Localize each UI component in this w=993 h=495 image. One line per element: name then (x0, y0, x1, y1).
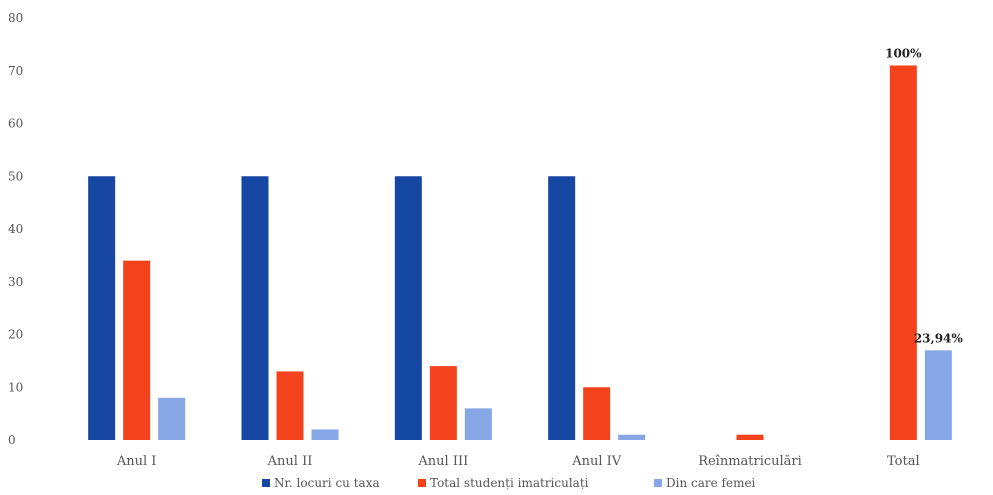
bar-1-3 (394, 176, 422, 440)
y-tick-label: 80 (8, 11, 23, 25)
bar-3-4 (618, 434, 646, 440)
bar-3-1 (158, 397, 186, 440)
bars (88, 65, 952, 440)
x-tick-label: Anul I (116, 454, 157, 469)
bar-3-3 (464, 408, 492, 440)
x-tick-label: Anul III (417, 454, 468, 469)
bar-2-4 (583, 387, 611, 440)
legend-label: Din care femei (666, 476, 756, 490)
bar-1-1 (88, 176, 116, 440)
legend-swatch (654, 479, 662, 487)
y-axis: 0 10 20 30 40 50 60 70 80 (8, 11, 23, 447)
bar-2-2 (276, 371, 304, 440)
data-labels: 100% 23,94% (885, 46, 963, 345)
legend-label: Nr. locuri cu taxa (274, 476, 380, 490)
bar-3-6 (924, 350, 952, 440)
data-label: 23,94% (914, 331, 964, 345)
legend-swatch (418, 479, 426, 487)
y-tick-label: 10 (8, 380, 23, 394)
bar-2-5 (736, 434, 764, 440)
legend-label: Total studenți imatriculați (430, 476, 589, 490)
y-tick-label: 30 (8, 275, 23, 289)
x-tick-label: Total (887, 454, 920, 469)
bar-1-4 (548, 176, 576, 440)
x-tick-label: Anul IV (571, 454, 622, 469)
bar-2-3 (429, 366, 457, 440)
y-tick-label: 40 (8, 222, 23, 236)
x-tick-label: Anul II (267, 454, 313, 469)
bar-1-2 (241, 176, 269, 440)
legend-swatch (262, 479, 270, 487)
bar-3-2 (311, 429, 339, 440)
data-label: 100% (885, 46, 922, 60)
bar-2-1 (123, 260, 151, 440)
y-tick-label: 50 (8, 169, 23, 183)
y-tick-label: 70 (8, 64, 23, 78)
legend: Nr. locuri cu taxa Total studenți imatric… (262, 476, 756, 490)
y-tick-label: 20 (8, 328, 23, 342)
y-tick-label: 0 (8, 433, 16, 447)
bar-2-6 (889, 65, 917, 440)
x-tick-label: Reînmatriculări (698, 454, 802, 469)
y-tick-label: 60 (8, 117, 23, 131)
x-axis: Anul I Anul II Anul III Anul IV Reînmatricul… (116, 454, 920, 469)
